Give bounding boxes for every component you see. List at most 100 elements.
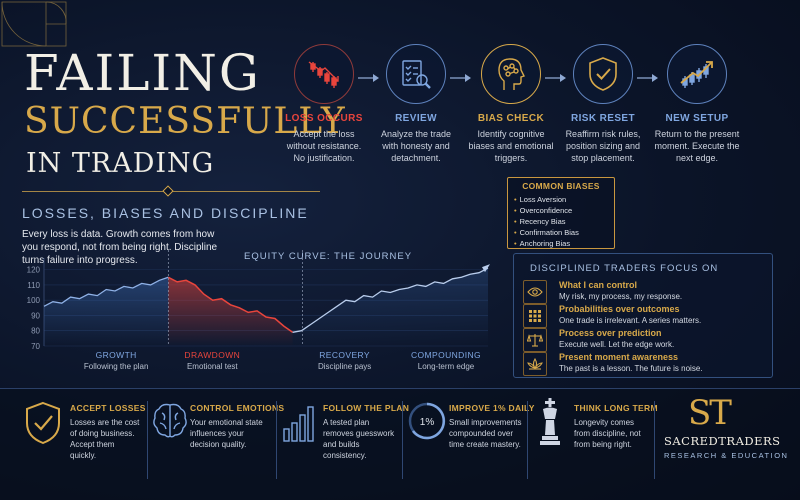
principle-title: THINK LONG TERM bbox=[574, 403, 658, 413]
divider bbox=[654, 401, 655, 479]
focus-title: DISCIPLINED TRADERS FOCUS ON bbox=[530, 263, 719, 274]
process-step-title: BIAS CHECK bbox=[477, 113, 545, 124]
bias-item: Recency Bias bbox=[514, 216, 608, 227]
area-drawdown bbox=[168, 277, 293, 346]
title-line-1: FAILING bbox=[24, 44, 261, 102]
y-tick-label: 100 bbox=[27, 296, 41, 305]
principle-title: IMPROVE 1% DAILY bbox=[449, 403, 535, 413]
focus-item: Present moment awareness The past is a l… bbox=[523, 352, 768, 378]
focus-item-sub: My risk, my process, my response. bbox=[559, 292, 683, 301]
series-arrow-icon bbox=[482, 264, 490, 273]
principles-bar: ACCEPT LOSSES Losses are the cost of doi… bbox=[0, 388, 800, 500]
focus-panel: DISCIPLINED TRADERS FOCUS ON What I can … bbox=[513, 253, 773, 378]
process-step: REVIEW Analyze the trade with honesty and… bbox=[373, 44, 459, 164]
brain-head-icon bbox=[481, 44, 541, 104]
series-line-growth bbox=[43, 276, 169, 307]
segment-label: DRAWDOWN bbox=[184, 350, 240, 360]
bias-item: Anchoring Bias bbox=[514, 238, 608, 249]
divider bbox=[147, 401, 148, 479]
principle-title: ACCEPT LOSSES bbox=[70, 403, 146, 413]
subtitle: LOSSES, BIASES AND DISCIPLINE bbox=[22, 205, 309, 221]
scale-icon bbox=[523, 328, 547, 352]
focus-item: Process over prediction Execute well. Le… bbox=[523, 328, 768, 354]
focus-item-head: Process over prediction bbox=[559, 328, 662, 338]
principle-title: CONTROL EMOTIONS bbox=[190, 403, 285, 413]
biases-title: COMMON BIASES bbox=[522, 181, 600, 191]
bias-item: Overconfidence bbox=[514, 205, 608, 216]
principle-tile: 1% IMPROVE 1% DAILY Small improvements c… bbox=[403, 389, 534, 500]
series-line-recovery bbox=[292, 267, 489, 333]
divider bbox=[402, 401, 403, 479]
principle-desc: Losses are the cost of doing business. A… bbox=[70, 418, 140, 460]
focus-item-sub: Execute well. Let the edge work. bbox=[559, 340, 675, 349]
principle-desc: A tested plan removes guesswork and buil… bbox=[323, 418, 395, 460]
intro-text: Every loss is data. Growth comes from ho… bbox=[22, 229, 218, 266]
divider bbox=[527, 401, 528, 479]
segment-sublabel: Discipline pays bbox=[318, 362, 371, 371]
segment-sublabel: Long-term edge bbox=[418, 362, 475, 371]
focus-item-head: What I can control bbox=[559, 280, 638, 290]
process-step-desc: Return to the present moment. Execute th… bbox=[654, 129, 740, 163]
y-tick-label: 90 bbox=[31, 311, 40, 320]
chart-title: EQUITY CURVE: THE JOURNEY bbox=[244, 251, 413, 262]
equity-chart: 120 110 100 90 80 70 GROWTH Following the plan… bbox=[27, 250, 490, 371]
chess-king-icon bbox=[540, 398, 560, 445]
focus-item-head: Present moment awareness bbox=[559, 352, 679, 362]
title-line-3: IN TRADING bbox=[26, 148, 215, 179]
brand-tagline: RESEARCH & EDUCATION bbox=[664, 451, 789, 460]
arrow-right-icon bbox=[450, 70, 472, 88]
bar-chart-icon bbox=[283, 406, 314, 442]
process-step-title: RISK RESET bbox=[570, 113, 635, 124]
process-step: NEW SETUP Return to the present moment. E… bbox=[654, 44, 740, 164]
segment-label: GROWTH bbox=[96, 350, 137, 360]
brand-logo: ST bbox=[688, 393, 732, 433]
arrow-right-icon bbox=[358, 70, 380, 88]
brand-name: SACREDTRADERS bbox=[664, 434, 781, 448]
golden-spiral-decoration bbox=[1, 1, 67, 47]
segment-sublabel: Following the plan bbox=[84, 362, 148, 371]
area-growth bbox=[44, 277, 169, 346]
lotus-icon bbox=[523, 352, 547, 376]
progress-ring-label: 1% bbox=[420, 417, 435, 428]
y-tick-label: 110 bbox=[27, 281, 40, 290]
segment-label: COMPOUNDING bbox=[411, 350, 481, 360]
divider bbox=[276, 401, 277, 479]
principle-tile: FOLLOW THE PLAN A tested plan removes gu… bbox=[277, 389, 409, 500]
focus-item-head: Probabilities over outcomes bbox=[559, 304, 680, 314]
common-biases-box: COMMON BIASES Loss Aversion Overconfiden… bbox=[507, 177, 615, 249]
segment-label: RECOVERY bbox=[319, 350, 370, 360]
principle-desc: Your emotional state influences your dec… bbox=[190, 418, 263, 449]
focus-item: Probabilities over outcomes One trade is… bbox=[523, 304, 768, 330]
process-step-desc: Analyze the trade with honesty and detac… bbox=[380, 129, 452, 163]
bias-item: Confirmation Bias bbox=[514, 227, 608, 238]
focus-item: What I can control My risk, my process, … bbox=[523, 280, 768, 306]
brain-icon bbox=[153, 403, 187, 438]
bias-item: Loss Aversion bbox=[514, 194, 608, 205]
focus-item-sub: One trade is irrelevant. A series matter… bbox=[559, 316, 702, 325]
process-step-desc: Reaffirm risk rules, position sizing and… bbox=[565, 129, 641, 163]
process-step: RISK RESET Reaffirm risk rules, position … bbox=[560, 44, 646, 164]
area-recovery bbox=[292, 268, 488, 346]
grid-icon bbox=[523, 304, 547, 328]
process-step-desc: Accept the loss without resistance. No j… bbox=[286, 129, 362, 163]
shield-check-icon bbox=[573, 44, 633, 104]
divider-diamond-icon bbox=[162, 185, 174, 197]
arrow-right-icon bbox=[637, 70, 659, 88]
arrow-right-icon bbox=[545, 70, 567, 88]
principle-title: FOLLOW THE PLAN bbox=[323, 403, 410, 413]
principle-tile: ACCEPT LOSSES Losses are the cost of doi… bbox=[0, 389, 148, 500]
process-step-title: NEW SETUP bbox=[665, 113, 729, 124]
y-tick-label: 80 bbox=[31, 327, 40, 336]
principle-tile: CONTROL EMOTIONS Your emotional state in… bbox=[148, 389, 284, 500]
principle-desc: Longevity comes from discipline, not fro… bbox=[574, 418, 641, 449]
process-step: BIAS CHECK Identify cognitive biases and … bbox=[468, 44, 554, 164]
progress-ring-icon: 1% bbox=[408, 402, 446, 440]
principle-tile: THINK LONG TERM Longevity comes from dis… bbox=[528, 389, 658, 500]
segment-sublabel: Emotional test bbox=[187, 362, 238, 371]
process-step-title: LOSS OCCURS bbox=[285, 113, 363, 124]
eye-icon bbox=[523, 280, 547, 304]
checklist-magnifier-icon bbox=[386, 44, 446, 104]
falling-chart-icon bbox=[294, 44, 354, 104]
y-tick-label: 70 bbox=[31, 342, 40, 351]
y-tick-label: 120 bbox=[27, 266, 41, 275]
